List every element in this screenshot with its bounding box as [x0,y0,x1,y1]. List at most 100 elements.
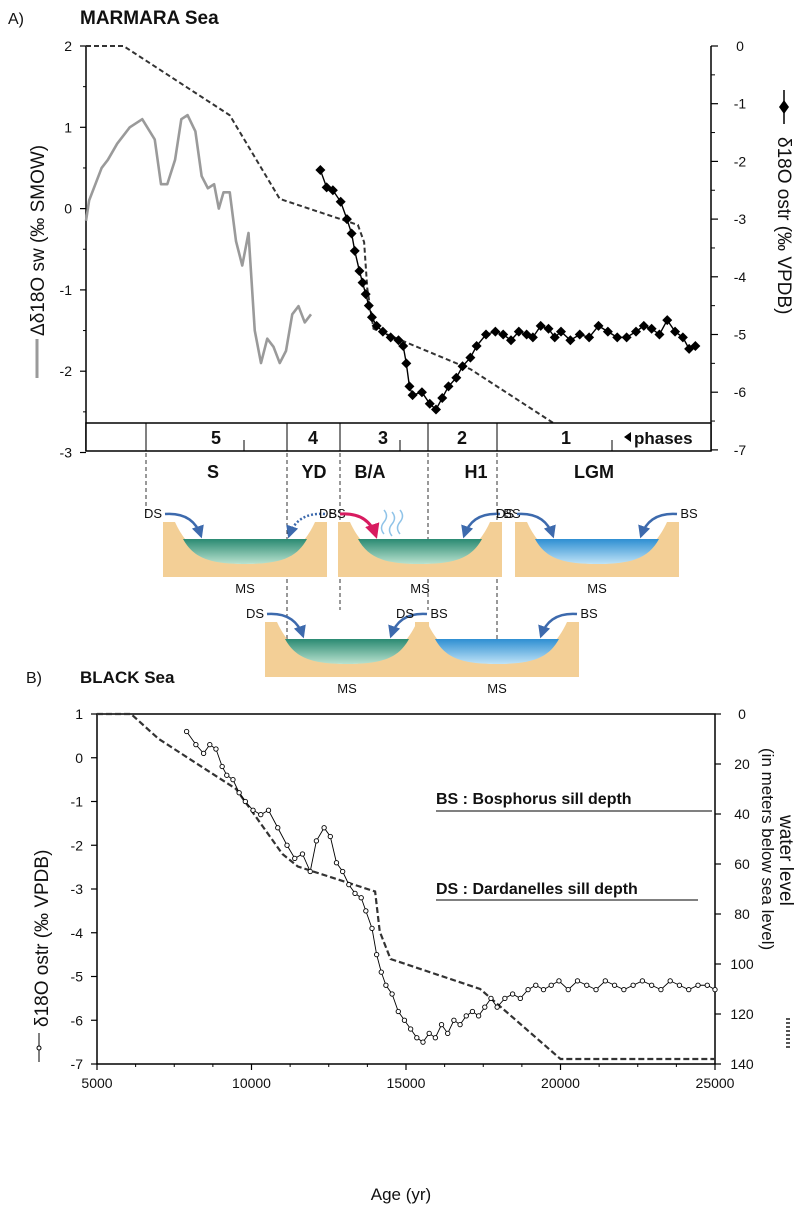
marmara-ostracod-point [481,329,491,340]
panel-b-right-tick-label: 20 [734,756,750,772]
period-label-h1: H1 [464,462,487,482]
black-sea-ostracod-point [395,1008,401,1015]
basin-diagram-phase2: MS DS BS [396,606,598,696]
marmara-ostracod-point [602,326,613,337]
marmara-ostracod-point [662,315,673,326]
black-sea-ostracod-point [482,1004,488,1010]
black-sea-ostracod-point [207,741,213,748]
panel-b-left-tick-label: 1 [75,706,83,722]
marmara-ostracod-point [349,245,360,256]
black-sea-ostracod-point [704,982,710,988]
marmara-ostracod-point [556,326,566,337]
black-sea-ostracod-point [265,807,272,813]
black-sea-ostracod-point [639,978,646,984]
evaporation-icon [388,511,396,537]
black-sea-ostracod-point [488,995,494,1002]
marmara-ostracod-point [431,404,441,415]
marmara-ostracod-point [654,329,665,340]
black-sea-ostracod-point [389,991,395,997]
panel-b-plot-area [97,712,718,1061]
marmara-ostracod-point [498,329,509,340]
inflow-arrow-icon [461,512,501,539]
panel-b-left-axis-legend: δ18O ostr (‰ VPDB) [32,850,53,1062]
black-sea-ostracod-point [574,978,581,984]
panel-a-right-tick-label: 0 [736,38,744,54]
marmara-ostracod-point [506,335,516,346]
black-sea-ostracod-point [533,982,539,988]
panel-b-right-axis-title: water level [775,814,796,906]
phase-number: 3 [378,428,388,448]
marmara-ostracod-point [490,326,501,337]
panel-a-right-axis-title: δ18O ostr (‰ VPDB) [773,137,794,314]
panel-a-left-tick-label: 0 [64,201,72,217]
marmara-ostracod-point [335,196,346,207]
panel-b-title: BLACK Sea [80,668,175,687]
marmara-ostracod-point [357,277,368,288]
black-sea-ostracod-point [213,746,219,752]
basin-ms-label: MS [487,681,507,696]
panel-a-plot-area [84,45,711,425]
black-sea-ostracod-point [407,1026,414,1032]
marmara-ostracod-point [416,387,427,398]
phases-label: phases [634,429,693,448]
marmara-ostracod-point [549,332,560,343]
basin-water [435,639,559,664]
basin-water [535,539,659,564]
inflow-arrow-icon [638,512,678,539]
black-sea-ostracod-point [475,1013,482,1019]
marmara-ostracod-point [670,326,681,337]
black-sea-ostracod-point [383,982,389,988]
black-sea-ostracod-point [219,763,225,770]
marmara-ostracod-point [346,228,357,239]
panel-b-right-tick-label: 80 [734,906,750,922]
black-sea-ostracod-point [712,986,718,993]
basin-ms-label: MS [235,581,255,596]
black-sea-ostracod-point [525,986,531,993]
sill-wall [265,622,429,677]
black-sea-ostracod-point [275,825,281,831]
black-sea-ostracod-point [540,986,547,993]
panel-b-left-tick-label: -1 [71,794,84,810]
black-sea-ostracod-point [292,855,298,862]
black-sea-ostracod-point [658,986,664,993]
panel-b-left-tick-label: -2 [71,837,84,853]
panel-b-left-tick-label: -4 [71,925,84,941]
sill-wall [415,622,579,677]
phases-pointer-icon [624,432,631,442]
ostracod-legend-marker [779,100,789,114]
marmara-ostracod-point [612,332,623,343]
black-sea-ostracod-point [667,978,673,984]
marmara-ostracod-point [677,332,688,343]
black-sea-ostracod-point [401,1017,408,1023]
panel-a-right-tick-label: -5 [734,327,747,343]
period-label-yd: YD [301,462,326,482]
black-sea-ostracod-point [307,868,313,875]
black-sea-ostracod-point [352,890,358,897]
black-sea-ostracod-point [420,1039,426,1045]
black-sea-ostracod-point [457,1021,463,1028]
black-sea-ostracod-point [548,982,554,988]
basin-bs-label: BS [580,606,598,621]
black-sea-ostracod-point [321,825,327,831]
marmara-ostracod-point [360,289,371,300]
marmara-ostracod-point [393,335,404,346]
phase-bar-frame [85,422,712,452]
panel-b-label: B) [26,670,42,687]
marmara-ostracod-point [401,358,412,369]
panel-b-right-tick-label: 120 [730,1006,754,1022]
marmara-ostracod-point [398,341,409,352]
marmara-ostracod-point [621,332,632,343]
black-sea-ostracod-point [373,951,380,958]
marmara-ostracod-point [404,381,415,392]
panel-a-left-tick-label: -3 [60,445,73,461]
marmara-ostracod-point [471,341,482,352]
basin-water [358,539,482,564]
black-sea-ostracod-point [602,978,608,984]
marmara-ostracod-point [327,185,338,196]
period-label-s: S [207,462,219,482]
black-sea-ostracod-point [556,978,562,984]
panel-b-left-tick-label: -3 [71,881,84,897]
basin-ds-label: DS [144,506,162,521]
